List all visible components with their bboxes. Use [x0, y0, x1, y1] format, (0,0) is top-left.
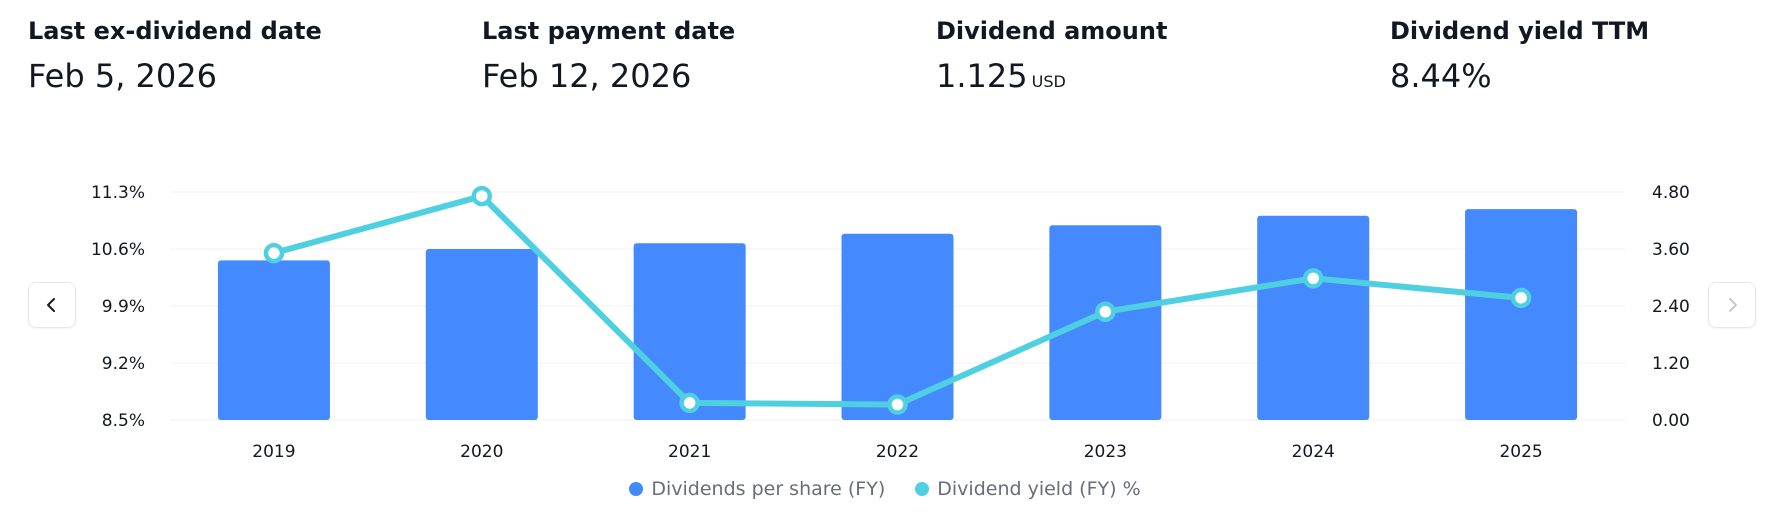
stats-header: Last ex-dividend date Feb 5, 2026 Last p…: [0, 0, 1770, 110]
x-axis-tick-label: 2025: [1499, 442, 1542, 462]
left-axis-tick-label: 8.5%: [102, 411, 145, 431]
yield-point: [1302, 268, 1324, 289]
right-axis-tick-label: 4.80: [1652, 183, 1690, 203]
dividend-chart: 11.3% 4.80 10.6% 3.60 9.9% 2.40 9.2% 1.20 8.5% 0.…: [91, 183, 1690, 462]
legend-label: Dividends per share (FY): [651, 478, 886, 500]
right-axis-tick-label: 3.60: [1652, 240, 1690, 260]
right-axis-tick-label: 1.20: [1652, 354, 1690, 374]
stat-label: Last payment date: [482, 17, 736, 45]
stat-value: Feb 12, 2026: [482, 57, 692, 95]
legend-swatch: [629, 482, 644, 496]
x-axis-tick-label: 2019: [252, 442, 295, 462]
bar: [425, 249, 538, 420]
legend-label: Dividend yield (FY) %: [937, 478, 1141, 500]
x-axis-tick-label: 2021: [668, 442, 711, 462]
chart-legend: Dividends per share (FY) Dividend yield …: [0, 478, 1770, 500]
yield-point: [887, 394, 908, 415]
stat-dividend-yield: Dividend yield TTM 8.44%: [1390, 14, 1649, 98]
yield-point: [1095, 301, 1116, 322]
stat-value: Feb 5, 2026: [28, 57, 217, 95]
bar: [841, 233, 954, 420]
legend-item-dividends[interactable]: Dividends per share (FY): [629, 478, 885, 500]
legend-item-yield[interactable]: Dividend yield (FY) %: [915, 478, 1141, 500]
stat-value: 8.44%: [1390, 57, 1492, 95]
bar: [217, 260, 330, 420]
legend-swatch: [915, 482, 930, 496]
stat-label: Dividend amount: [936, 17, 1168, 45]
stat-number: 1.125: [936, 57, 1028, 95]
left-axis-tick-label: 11.3%: [91, 183, 145, 203]
yield-point: [263, 242, 285, 264]
yield-point: [471, 185, 493, 207]
left-axis-tick-label: 9.2%: [102, 354, 145, 374]
bar: [1257, 215, 1370, 420]
yield-point: [679, 392, 700, 414]
right-axis-tick-label: 2.40: [1652, 297, 1690, 317]
chevron-left-icon: [47, 298, 55, 312]
stat-value: 1.125 USD: [936, 54, 1167, 104]
next-button[interactable]: [1708, 282, 1756, 328]
x-axis-tick-label: 2023: [1084, 442, 1127, 462]
stat-unit: USD: [1031, 72, 1066, 91]
yield-point: [1510, 287, 1532, 309]
stat-label: Last ex-dividend date: [28, 17, 322, 45]
x-axis-tick-label: 2022: [876, 442, 919, 462]
left-axis-tick-label: 9.9%: [102, 297, 145, 317]
x-axis-tick-label: 2024: [1292, 442, 1335, 462]
x-axis-tick-label: 2020: [460, 442, 503, 462]
right-axis-tick-label: 0.00: [1652, 411, 1690, 431]
prev-button[interactable]: [28, 282, 76, 328]
stat-label: Dividend yield TTM: [1390, 17, 1650, 45]
bar: [1049, 225, 1162, 420]
left-axis-tick-label: 10.6%: [91, 240, 145, 260]
stat-dividend-amount: Dividend amount 1.125 USD: [936, 14, 1167, 104]
chevron-right-icon: [1729, 298, 1737, 312]
stat-ex-dividend: Last ex-dividend date Feb 5, 2026: [28, 14, 322, 98]
bar: [1465, 209, 1578, 420]
stat-payment-date: Last payment date Feb 12, 2026: [482, 14, 735, 98]
